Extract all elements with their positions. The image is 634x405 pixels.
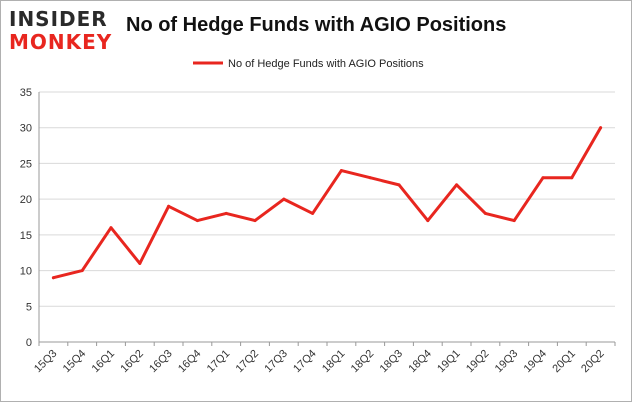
x-tick-label: 15Q4 xyxy=(61,348,89,376)
x-tick-label: 18Q2 xyxy=(349,348,377,376)
data-point xyxy=(282,197,286,201)
y-tick-label: 5 xyxy=(26,301,32,313)
data-point xyxy=(368,176,372,180)
y-tick-label: 0 xyxy=(26,337,32,349)
y-tick-label: 35 xyxy=(20,87,32,99)
x-tick-label: 18Q3 xyxy=(378,348,406,376)
x-tick-label: 18Q1 xyxy=(320,348,348,376)
data-point xyxy=(599,126,603,130)
data-point xyxy=(455,183,459,187)
y-tick-label: 25 xyxy=(20,158,32,170)
x-tick-label: 16Q1 xyxy=(90,348,118,376)
data-point xyxy=(138,261,142,265)
x-tick-label: 19Q4 xyxy=(522,348,550,376)
legend: No of Hedge Funds with AGIO Positions xyxy=(193,58,424,70)
data-point xyxy=(397,183,401,187)
data-point xyxy=(570,176,574,180)
x-tick-label: 19Q2 xyxy=(464,348,492,376)
data-point xyxy=(311,211,315,215)
x-tick-label: 15Q3 xyxy=(32,348,60,376)
x-tick-label: 20Q1 xyxy=(550,348,578,376)
y-tick-label: 15 xyxy=(20,230,32,242)
y-tick-label: 20 xyxy=(20,194,32,206)
data-point xyxy=(109,226,113,230)
data-point xyxy=(167,204,171,208)
x-tick-label: 18Q4 xyxy=(406,348,434,376)
x-tick-label: 17Q3 xyxy=(262,348,290,376)
series-line xyxy=(51,126,603,280)
x-tick-label: 17Q4 xyxy=(291,348,319,376)
y-tick-label: 30 xyxy=(20,123,32,135)
legend-label: No of Hedge Funds with AGIO Positions xyxy=(228,58,424,70)
x-tick-label: 16Q2 xyxy=(118,348,146,376)
grid-lines xyxy=(39,91,615,307)
data-point xyxy=(253,219,257,223)
data-point xyxy=(426,219,430,223)
x-tick-labels: 15Q3 15Q4 16Q1 16Q2 16Q3 16Q4 17Q1 17Q2 17Q3 17Q4… xyxy=(32,348,607,376)
data-point xyxy=(224,211,228,215)
x-tick-label: 16Q4 xyxy=(176,348,204,376)
x-tick-label: 20Q2 xyxy=(579,348,607,376)
data-point xyxy=(541,176,545,180)
data-point xyxy=(51,276,55,280)
data-point xyxy=(512,219,516,223)
logo-line-1: INSIDER xyxy=(9,7,108,31)
x-tick-label: 19Q3 xyxy=(493,348,521,376)
logo-line-2: MONKEY xyxy=(9,30,113,54)
axes xyxy=(38,92,616,346)
data-point xyxy=(483,211,487,215)
x-tick-label: 16Q3 xyxy=(147,348,175,376)
insider-monkey-logo: INSIDER MONKEY xyxy=(9,7,119,55)
data-point xyxy=(339,169,343,173)
x-tick-label: 17Q1 xyxy=(205,348,233,376)
y-tick-labels: 0 5 10 15 20 25 30 35 xyxy=(20,87,32,349)
series-group xyxy=(51,126,603,280)
y-tick-label: 10 xyxy=(20,266,32,278)
chart-title: No of Hedge Funds with AGIO Positions xyxy=(126,14,507,36)
data-point xyxy=(195,219,199,223)
x-tick-label: 19Q1 xyxy=(435,348,463,376)
data-point xyxy=(80,269,84,273)
x-tick-label: 17Q2 xyxy=(234,348,262,376)
